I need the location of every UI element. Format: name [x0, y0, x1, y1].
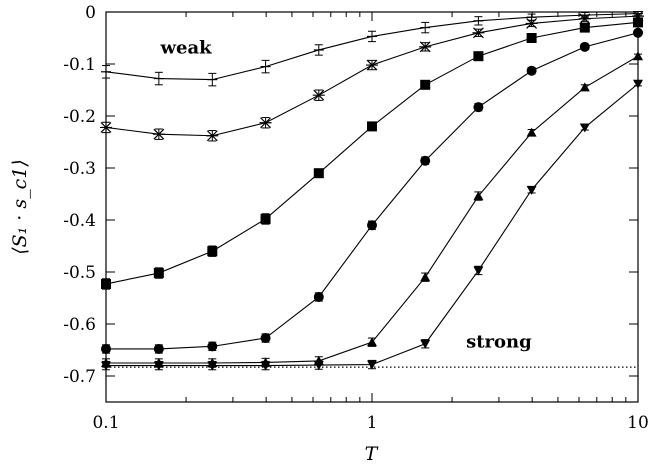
y-tick-label: -0.6 [63, 315, 96, 335]
data-point-circle [633, 27, 643, 38]
data-point-square [313, 168, 324, 179]
data-point-triangle-down [207, 361, 218, 371]
data-point-circle [260, 333, 271, 344]
data-point-circle [420, 155, 431, 166]
ticks [105, 11, 639, 402]
data-point-triangle-down [367, 360, 377, 370]
markers [100, 10, 644, 371]
series-line-3 [106, 32, 639, 350]
annotation-weak: weak [160, 38, 213, 59]
y-tick-label: 0 [85, 3, 96, 23]
data-point-circle [313, 291, 324, 302]
data-point-triangle-down [260, 361, 271, 371]
data-point-square [260, 213, 271, 224]
data-point-square [153, 268, 164, 279]
data-point-square [633, 17, 643, 28]
data-point-triangle-down [313, 361, 324, 371]
data-point-asterisk [419, 41, 432, 53]
x-axis-label: T [365, 443, 379, 465]
data-point-square [367, 121, 377, 132]
y-tick-label: -0.7 [63, 367, 96, 387]
data-point-triangle-up [633, 51, 643, 61]
data-point-circle [473, 102, 484, 113]
data-point-square [101, 278, 111, 289]
data-point-triangle-down [579, 123, 590, 133]
y-tick-label: -0.3 [63, 159, 96, 179]
data-point-triangle-down [633, 79, 643, 89]
data-point-triangle-up [473, 191, 484, 201]
y-tick-label: -0.5 [63, 263, 96, 283]
data-point-triangle-down [153, 361, 164, 371]
tick-labels: 0.1 1 10 0 -0.1 -0.2 -0.3 -0.4 -0.5 -0.6 -0.7 [63, 3, 649, 433]
data-point-square [473, 51, 484, 62]
data-point-square [207, 246, 218, 257]
series-line-4 [106, 55, 639, 364]
data-point-triangle-down [473, 266, 484, 276]
data-point-circle [153, 343, 164, 354]
data-point-triangle-down [526, 185, 537, 195]
data-point-circle [579, 41, 590, 52]
data-point-circle [367, 220, 377, 231]
data-point-square [526, 33, 537, 43]
data-point-circle [101, 343, 111, 354]
data-point-asterisk [100, 122, 112, 133]
data-point-triangle-up [367, 337, 377, 347]
data-point-triangle-down [101, 361, 111, 371]
data-point-triangle-down [420, 339, 431, 349]
data-point-asterisk [206, 130, 219, 142]
data-point-square [420, 79, 431, 90]
annotation-strong: strong [466, 331, 532, 352]
data-point-asterisk [578, 13, 591, 25]
data-point-square [579, 22, 590, 33]
x-tick-label: 1 [367, 413, 378, 433]
data-point-triangle-up [420, 272, 431, 282]
data-point-triangle-up [526, 127, 537, 137]
data-point-circle [207, 341, 218, 352]
data-point-asterisk [152, 128, 165, 140]
data-point-triangle-up [579, 82, 590, 92]
y-tick-label: -0.4 [63, 211, 96, 231]
y-axis-label: ⟨S₁ · s_c1⟩ [9, 159, 31, 255]
data-point-asterisk [525, 18, 538, 29]
data-point-asterisk [472, 27, 485, 39]
y-tick-label: -0.2 [63, 107, 96, 127]
data-point-asterisk [312, 89, 325, 101]
data-point-circle [526, 65, 537, 76]
data-point-asterisk [259, 117, 272, 129]
data-point-asterisk [366, 59, 378, 71]
x-tick-label: 10 [627, 413, 649, 433]
y-tick-label: -0.1 [63, 55, 96, 75]
x-tick-label: 0.1 [92, 413, 119, 433]
